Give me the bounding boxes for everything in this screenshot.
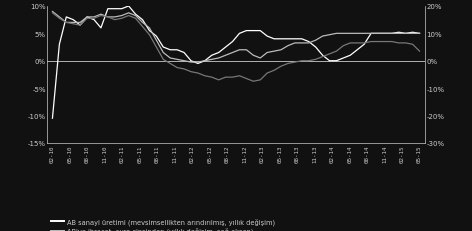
Legend: AB sanayi üretimi (mevsimsellikten arındırılmış, yıllık değişim), AB'ye ihracat,: AB sanayi üretimi (mevsimsellikten arınd…: [51, 217, 275, 231]
